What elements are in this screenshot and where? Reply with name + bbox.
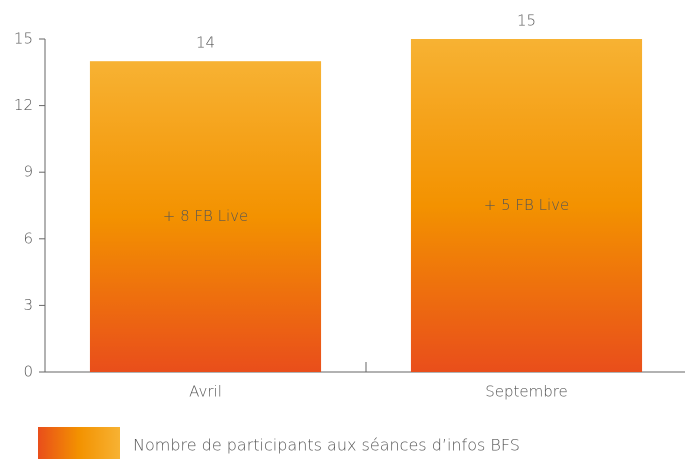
- annotation: + 5 FB Live: [484, 196, 570, 214]
- value-label: 14: [196, 34, 215, 52]
- legend-label: Nombre de participants aux séances d’inf…: [133, 436, 520, 455]
- y-tick-label: 0: [23, 363, 33, 381]
- x-tick-label: Avril: [189, 383, 222, 401]
- y-tick-label: 9: [23, 163, 33, 181]
- bar: [89, 61, 322, 372]
- x-tick-label: Septembre: [485, 383, 568, 401]
- y-tick-label: 6: [23, 229, 33, 247]
- bar: [410, 39, 643, 372]
- y-tick-label: 3: [23, 296, 33, 314]
- value-label: 15: [517, 12, 536, 30]
- y-tick-label: 15: [14, 30, 33, 48]
- legend-swatch: [38, 427, 120, 459]
- y-tick-label: 12: [14, 96, 33, 114]
- annotation: + 8 FB Live: [163, 207, 249, 225]
